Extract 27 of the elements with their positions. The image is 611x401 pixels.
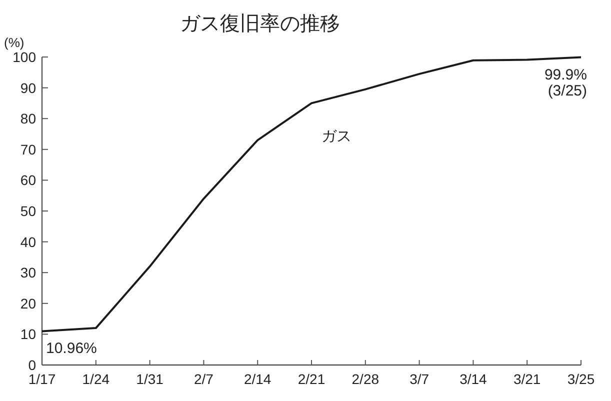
y-tick-label: 70 bbox=[20, 141, 36, 158]
y-tick-label: 100 bbox=[12, 49, 36, 65]
x-tick-label: 2/7 bbox=[194, 371, 214, 387]
chart-title: ガス復旧率の推移 bbox=[180, 13, 340, 35]
x-tick-label: 3/7 bbox=[410, 371, 430, 387]
x-tick-label: 3/14 bbox=[460, 371, 488, 387]
x-tick-label: 2/14 bbox=[244, 371, 272, 387]
x-tick-label: 2/21 bbox=[298, 371, 326, 387]
x-tick-label: 3/25 bbox=[567, 371, 595, 387]
y-tick-label: 30 bbox=[20, 264, 36, 281]
x-tick-label: 1/17 bbox=[28, 371, 56, 387]
x-tick-label: 1/24 bbox=[82, 371, 110, 387]
x-tick-label: 2/28 bbox=[352, 371, 380, 387]
y-tick-label: 60 bbox=[20, 172, 36, 188]
y-tick-label: 0 bbox=[28, 357, 36, 373]
series-label: ガス bbox=[322, 128, 352, 146]
y-tick-label: 40 bbox=[20, 234, 36, 250]
y-tick-label: 10 bbox=[20, 326, 36, 342]
annotation: 10.96% bbox=[46, 340, 97, 358]
annotation: 99.9% (3/25) bbox=[544, 66, 587, 100]
y-axis-title: (%) bbox=[4, 35, 24, 50]
x-tick-label: 3/21 bbox=[513, 371, 541, 387]
x-tick-label: 1/31 bbox=[136, 371, 164, 387]
y-tick-label: 90 bbox=[20, 80, 36, 96]
y-tick-label: 80 bbox=[20, 110, 36, 127]
y-tick-label: 20 bbox=[20, 295, 36, 312]
y-tick-label: 50 bbox=[20, 203, 36, 219]
